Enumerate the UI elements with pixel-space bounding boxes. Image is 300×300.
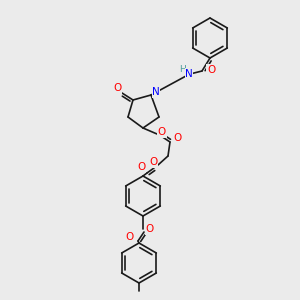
Text: O: O <box>146 224 154 234</box>
Text: O: O <box>207 65 215 75</box>
Text: O: O <box>174 133 182 143</box>
Text: O: O <box>126 232 134 242</box>
Text: H: H <box>178 64 185 74</box>
Text: O: O <box>149 157 157 167</box>
Text: N: N <box>152 87 160 97</box>
Text: O: O <box>113 83 121 93</box>
Text: O: O <box>137 162 145 172</box>
Text: N: N <box>185 69 193 79</box>
Text: O: O <box>158 127 166 137</box>
